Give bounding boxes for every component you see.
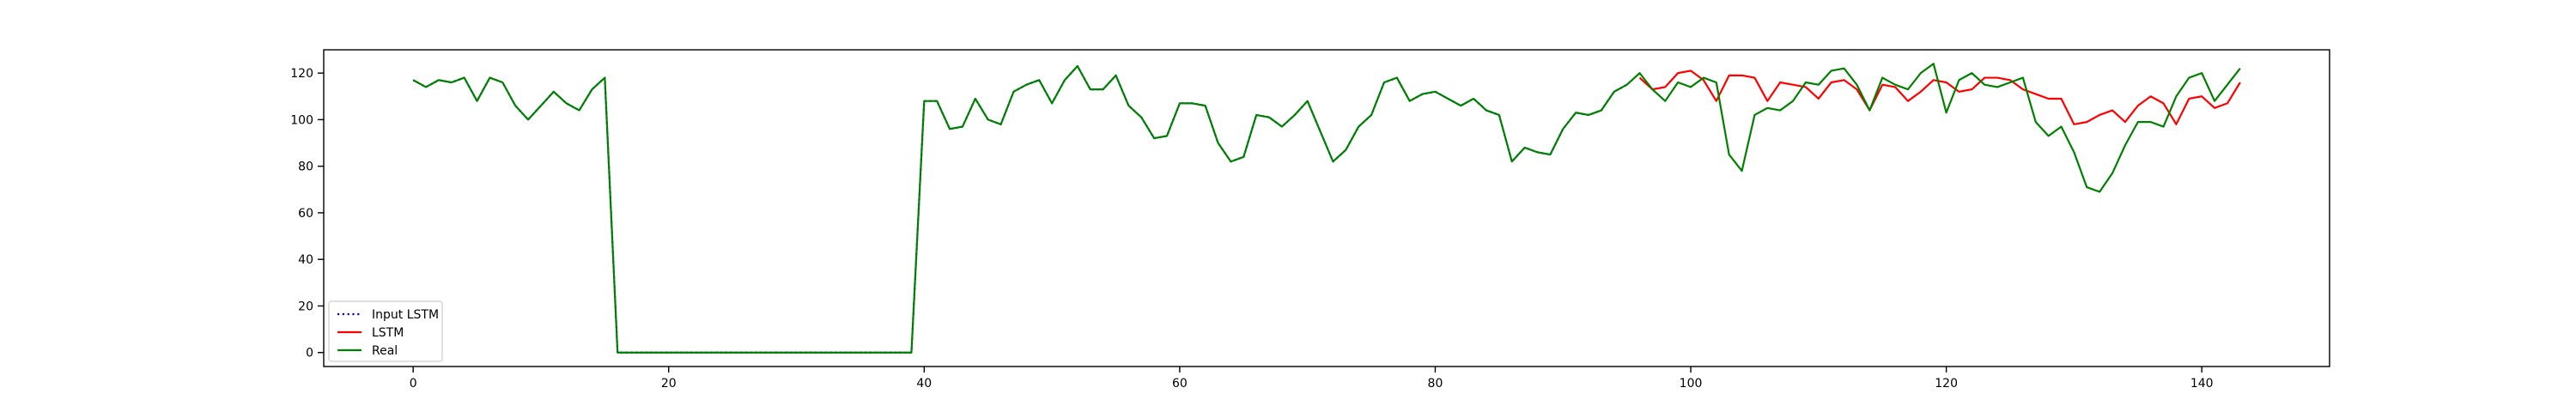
- x-tick-label: 0: [410, 377, 417, 391]
- y-tick-label: 120: [290, 67, 313, 81]
- legend-label-input-lstm: Input LSTM: [372, 308, 439, 322]
- legend-label-real: Real: [372, 344, 398, 358]
- series-layer: [412, 63, 2241, 354]
- series-line-real: [412, 63, 2241, 354]
- y-tick-label: 60: [298, 207, 313, 221]
- plot-frame: [323, 49, 2330, 367]
- legend: Input LSTM LSTM Real: [328, 300, 443, 362]
- series-line-lstm: [1638, 70, 2241, 125]
- x-tick-label: 140: [2190, 377, 2214, 391]
- y-tick-label: 40: [298, 253, 313, 267]
- x-tick-label: 80: [1428, 377, 1443, 391]
- legend-box: [328, 300, 443, 362]
- x-tick-label: 60: [1172, 377, 1188, 391]
- y-tick-label: 100: [290, 113, 313, 127]
- x-tick-label: 100: [1680, 377, 1703, 391]
- legend-label-lstm: LSTM: [372, 326, 404, 340]
- series-line-input-lstm: [412, 64, 1628, 354]
- y-tick-label: 0: [306, 347, 313, 360]
- y-tick-label: 20: [298, 300, 313, 313]
- x-tick-label: 120: [1935, 377, 1958, 391]
- x-tick-label: 40: [916, 377, 932, 391]
- y-tick-label: 80: [298, 161, 313, 174]
- axes-layer: 0 20 40 60 80 100 120 140 0 20 40 60 80 100 120: [290, 49, 2330, 391]
- x-tick-label: 20: [661, 377, 677, 391]
